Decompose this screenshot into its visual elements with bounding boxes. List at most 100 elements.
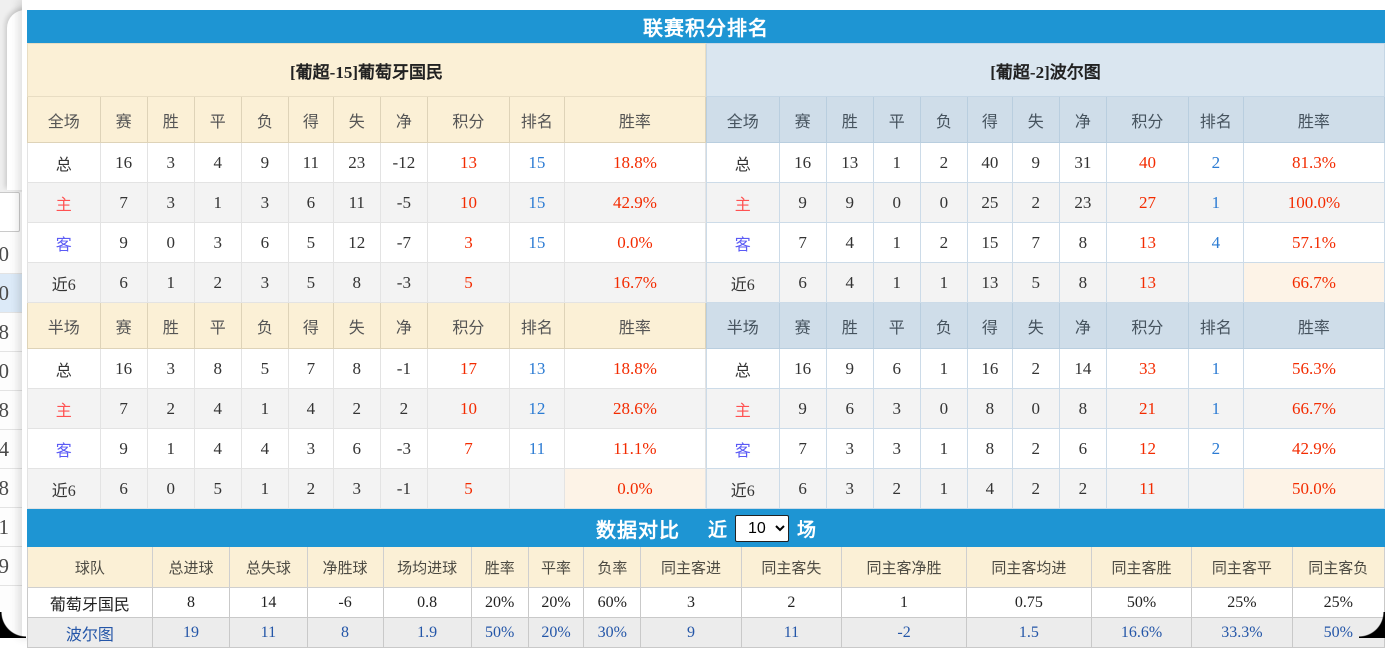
column-header: 球队 — [27, 547, 153, 588]
stat-cell: 18.8% — [563, 142, 707, 183]
row-label: 客 — [27, 222, 101, 263]
background-cell: 8 — [0, 391, 22, 430]
column-header: 得 — [287, 96, 334, 143]
stat-cell: -1 — [379, 348, 428, 389]
row-label: 主 — [706, 388, 780, 429]
stat-cell: 4 — [825, 262, 874, 303]
stat-cell: 8 — [332, 348, 381, 389]
stat-cell: 1 — [146, 428, 195, 469]
row-label: 近6 — [706, 468, 780, 509]
column-header: 净 — [379, 302, 428, 349]
stat-cell: 1 — [240, 468, 289, 509]
column-header: 赛 — [778, 302, 827, 349]
column-header: 同主客进 — [640, 547, 742, 588]
stat-cell: -6 — [306, 587, 384, 618]
stat-cell: 1 — [146, 262, 195, 303]
column-header: 得 — [287, 302, 334, 349]
half-match-header-row: 半场 赛胜平负得失净积分 排名 胜率 — [27, 302, 707, 349]
table-row: 总 16 9 6 1 16 2 14 33 1 56.3% — [706, 348, 1385, 389]
table-row: 客 9 1 4 4 3 6 -3 7 11 11.1% — [27, 428, 707, 469]
stat-cell — [508, 468, 565, 509]
background-page-strip: 0 0 8 0 8 4 8 1 9 — [0, 0, 22, 638]
background-input[interactable] — [0, 192, 20, 232]
row-label: 总 — [706, 142, 780, 183]
stat-cell: 2 — [332, 388, 381, 429]
panel-title: 联赛积分排名 — [27, 10, 1385, 43]
background-cell: 4 — [0, 430, 22, 469]
table-row: 主 9 9 0 0 25 2 23 27 1 100.0% — [706, 182, 1385, 223]
table-row: 近6 6 0 5 1 2 3 -1 5 0.0% — [27, 468, 707, 509]
stat-cell: 3 — [193, 222, 242, 263]
column-header: 平率 — [527, 547, 585, 588]
stat-cell: 13 — [1105, 222, 1189, 263]
recent-count-select[interactable]: 10 — [735, 514, 789, 542]
stat-cell: 2 — [146, 388, 195, 429]
row-label: 主 — [27, 182, 101, 223]
row-label: 总 — [27, 142, 101, 183]
stat-cell: 13 — [508, 348, 565, 389]
stat-cell: 42.9% — [1242, 428, 1385, 469]
stat-cell: 50% — [470, 617, 529, 648]
stat-cell: 1.9 — [382, 617, 472, 648]
column-header: 平 — [872, 302, 921, 349]
right-team-table: [葡超-2]波尔图 全场 赛胜平负得失净积分 排名 胜率 总 16 13 1 2 40 9 31 4… — [706, 43, 1385, 509]
column-header: 积分 — [1105, 302, 1189, 349]
stat-cell: 11 — [508, 428, 565, 469]
stat-cell: 6 — [99, 468, 148, 509]
stat-cell: 25% — [1191, 587, 1293, 618]
stat-cell: 60% — [583, 587, 642, 618]
table-row: 主 7 2 4 1 4 2 2 10 12 28.6% — [27, 388, 707, 429]
stat-cell: 1 — [919, 468, 968, 509]
section-label: 半场 — [27, 302, 101, 349]
stat-cell: 9 — [99, 428, 148, 469]
stat-cell: 2 — [740, 587, 843, 618]
stat-cell: 15 — [508, 142, 565, 183]
column-header: 同主客失 — [740, 547, 843, 588]
stat-cell: 13 — [426, 142, 510, 183]
stat-cell: 3 — [332, 468, 381, 509]
stat-cell: 6 — [99, 262, 148, 303]
stat-cell: 1 — [872, 142, 921, 183]
section-label: 半场 — [706, 302, 780, 349]
stat-cell: 7 — [1011, 222, 1060, 263]
stat-cell: 57.1% — [1242, 222, 1385, 263]
stat-cell: 20% — [527, 617, 585, 648]
stat-cell: 1 — [1187, 182, 1244, 223]
stat-cell: 10 — [426, 388, 510, 429]
stat-cell: 0 — [919, 182, 968, 223]
column-header: 负 — [919, 302, 968, 349]
stat-cell: 3 — [146, 142, 195, 183]
stat-cell: 8 — [193, 348, 242, 389]
stat-cell: 1 — [841, 587, 967, 618]
table-row: 近6 6 4 1 1 13 5 8 13 66.7% — [706, 262, 1385, 303]
row-label: 近6 — [27, 468, 101, 509]
stat-cell: 50.0% — [1242, 468, 1385, 509]
stat-cell — [508, 262, 565, 303]
column-header: 失 — [332, 302, 381, 349]
stat-cell: 9 — [825, 182, 874, 223]
league-standings-panel: 联赛积分排名 [葡超-15]葡萄牙国民 全场 赛胜平负得失净积分 排名 胜率 总 16… — [22, 0, 1385, 648]
row-label: 葡萄牙国民 — [27, 587, 153, 618]
column-header: 胜率 — [563, 96, 707, 143]
column-header: 胜率 — [470, 547, 529, 588]
left-team-table: [葡超-15]葡萄牙国民 全场 赛胜平负得失净积分 排名 胜率 总 16 3 4 9 11 23… — [27, 43, 707, 509]
stat-cell: -1 — [379, 468, 428, 509]
stat-cell: 14 — [229, 587, 308, 618]
column-header: 同主客净胜 — [841, 547, 967, 588]
stat-cell: 66.7% — [1242, 262, 1385, 303]
stat-cell: 11 — [1105, 468, 1189, 509]
stat-cell: 4 — [1187, 222, 1244, 263]
column-header: 积分 — [426, 302, 510, 349]
column-header: 胜率 — [563, 302, 707, 349]
section-label: 全场 — [27, 96, 101, 143]
stat-cell: 16.6% — [1090, 617, 1193, 648]
stat-cell: 2 — [1011, 348, 1060, 389]
stat-cell: 9 — [778, 388, 827, 429]
stat-cell: 0.8 — [382, 587, 472, 618]
stat-cell: 17 — [426, 348, 510, 389]
stat-cell: 6 — [332, 428, 381, 469]
full-match-header-row: 全场 赛胜平负得失净积分 排名 胜率 — [706, 96, 1385, 143]
column-header: 赛 — [99, 96, 148, 143]
stat-cell: 8 — [151, 587, 231, 618]
stat-cell: 1 — [193, 182, 242, 223]
